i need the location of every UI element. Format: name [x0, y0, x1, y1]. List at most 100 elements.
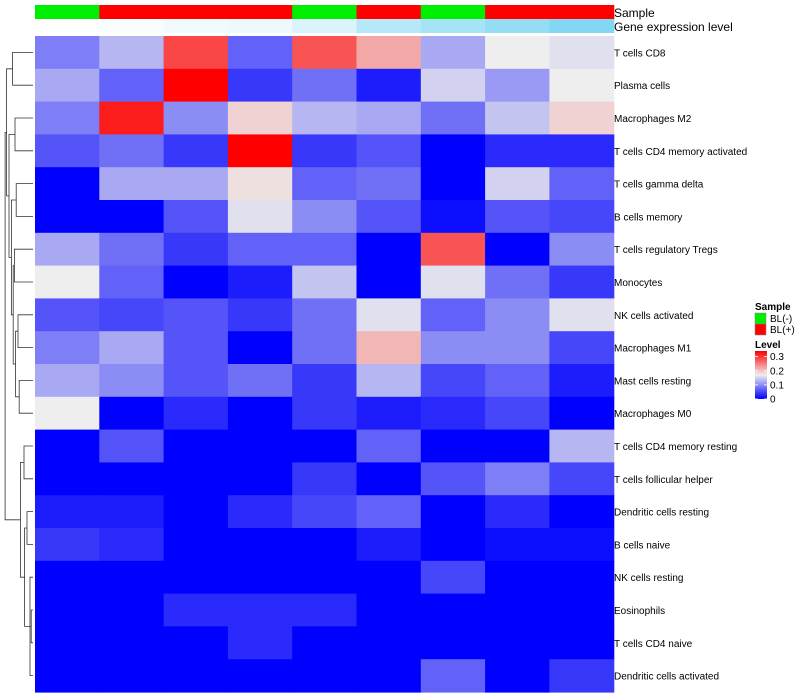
dendrogram-branch — [10, 199, 17, 316]
row-label: Eosinophils — [614, 606, 665, 617]
row-label: Macrophages M0 — [614, 409, 692, 420]
heatmap-cell — [35, 134, 100, 168]
heatmap-cell — [35, 626, 100, 660]
heatmap-cell — [35, 593, 100, 627]
annotation-tracks — [35, 5, 615, 33]
heatmap-cell — [356, 396, 422, 431]
heatmap-cell — [485, 429, 550, 463]
heatmap-cell — [549, 593, 615, 627]
level-tick-label: 0.1 — [770, 380, 784, 391]
dendrogram-branch — [17, 314, 33, 349]
heatmap-cell — [485, 68, 550, 103]
heatmap-cell — [420, 331, 486, 365]
heatmap-cell — [485, 364, 550, 398]
dendrogram-branch — [15, 183, 33, 217]
row-label: T cells CD8 — [614, 48, 666, 59]
heatmap-cell — [356, 495, 422, 529]
heatmap-cell — [420, 134, 486, 168]
heatmap-cell — [292, 495, 358, 529]
heatmap-cell — [420, 659, 486, 693]
heatmap-cell — [485, 462, 550, 496]
row-label: B cells memory — [614, 212, 682, 223]
heatmap-cell — [99, 429, 165, 463]
heatmap-cell — [549, 101, 615, 135]
heatmap-cell — [292, 200, 358, 234]
heatmap-cells — [35, 36, 615, 693]
row-label: Monocytes — [614, 278, 662, 289]
heatmap-cell — [420, 167, 486, 201]
heatmap-cell — [549, 396, 615, 431]
heatmap-cell — [99, 101, 165, 135]
heatmap-cell — [485, 200, 550, 234]
heatmap-cell — [227, 200, 293, 234]
heatmap-cell — [356, 331, 422, 365]
dendrogram-branch — [15, 330, 20, 398]
heatmap-cell — [420, 528, 486, 562]
heatmap-cell — [549, 462, 615, 496]
heatmap-cell — [485, 101, 550, 135]
heatmap-cell — [163, 200, 229, 234]
heatmap-cell — [227, 495, 293, 529]
heatmap-cell — [227, 626, 293, 660]
heatmap-cell — [35, 167, 100, 201]
heatmap-cell — [485, 36, 550, 70]
heatmap-cell — [356, 528, 422, 562]
heatmap-cell — [549, 659, 615, 693]
heatmap-cell — [420, 429, 486, 463]
heatmap-cell — [163, 101, 229, 135]
row-label: NK cells resting — [614, 573, 683, 584]
row-label: B cells naive — [614, 540, 671, 551]
heatmap-cell — [485, 134, 550, 168]
level-tick-label: 0 — [770, 395, 776, 406]
heatmap-cell — [35, 200, 100, 234]
level-legend-title: Level — [755, 340, 781, 351]
heatmap-cell — [356, 232, 422, 267]
heatmap-cell — [485, 298, 550, 332]
heatmap-cell — [292, 331, 358, 365]
heatmap-cell — [549, 331, 615, 365]
heatmap-cell — [35, 495, 100, 529]
heatmap-cell — [485, 331, 550, 365]
dendrogram-branch — [14, 117, 33, 152]
heatmap-cell — [99, 396, 165, 431]
heatmap-cell — [35, 560, 100, 595]
heatmap-cell — [356, 659, 422, 693]
heatmap-cell — [227, 593, 293, 627]
heatmap-cell — [35, 364, 100, 398]
level-tick-label: 0.3 — [770, 352, 784, 363]
heatmap-cell — [549, 200, 615, 234]
heatmap-cell — [163, 134, 229, 168]
heatmap-cell — [292, 167, 358, 201]
heatmap-cell — [420, 101, 486, 135]
track-label-sample: Sample — [614, 6, 655, 20]
heatmap-cell — [292, 396, 358, 431]
heatmap-cell — [292, 528, 358, 562]
heatmap-cell — [292, 265, 358, 299]
heatmap-cell — [292, 298, 358, 332]
sample-annotation-cell — [163, 5, 229, 19]
sample-annotation-cell — [35, 5, 100, 19]
heatmap-cell — [292, 462, 358, 496]
heatmap-cell — [227, 134, 293, 168]
heatmap-cell — [485, 265, 550, 299]
heatmap-cell — [99, 626, 165, 660]
expression-annotation-cell — [292, 19, 358, 33]
row-label: Mast cells resting — [614, 376, 691, 387]
heatmap-cell — [99, 659, 165, 693]
heatmap-cell — [356, 36, 422, 70]
heatmap-cell — [227, 396, 293, 431]
heatmap-cell — [356, 462, 422, 496]
row-label: T cells gamma delta — [614, 180, 704, 191]
sample-annotation-cell — [292, 5, 358, 19]
heatmap-cell — [485, 167, 550, 201]
heatmap-cell — [99, 560, 165, 595]
heatmap-cell — [35, 462, 100, 496]
row-label: T cells CD4 naive — [614, 639, 693, 650]
heatmap-cell — [485, 528, 550, 562]
heatmap-cell — [163, 36, 229, 70]
heatmap-cell — [292, 626, 358, 660]
heatmap-cell — [35, 528, 100, 562]
heatmap-cell — [35, 659, 100, 693]
heatmap-cell — [163, 265, 229, 299]
heatmap-cell — [163, 593, 229, 627]
